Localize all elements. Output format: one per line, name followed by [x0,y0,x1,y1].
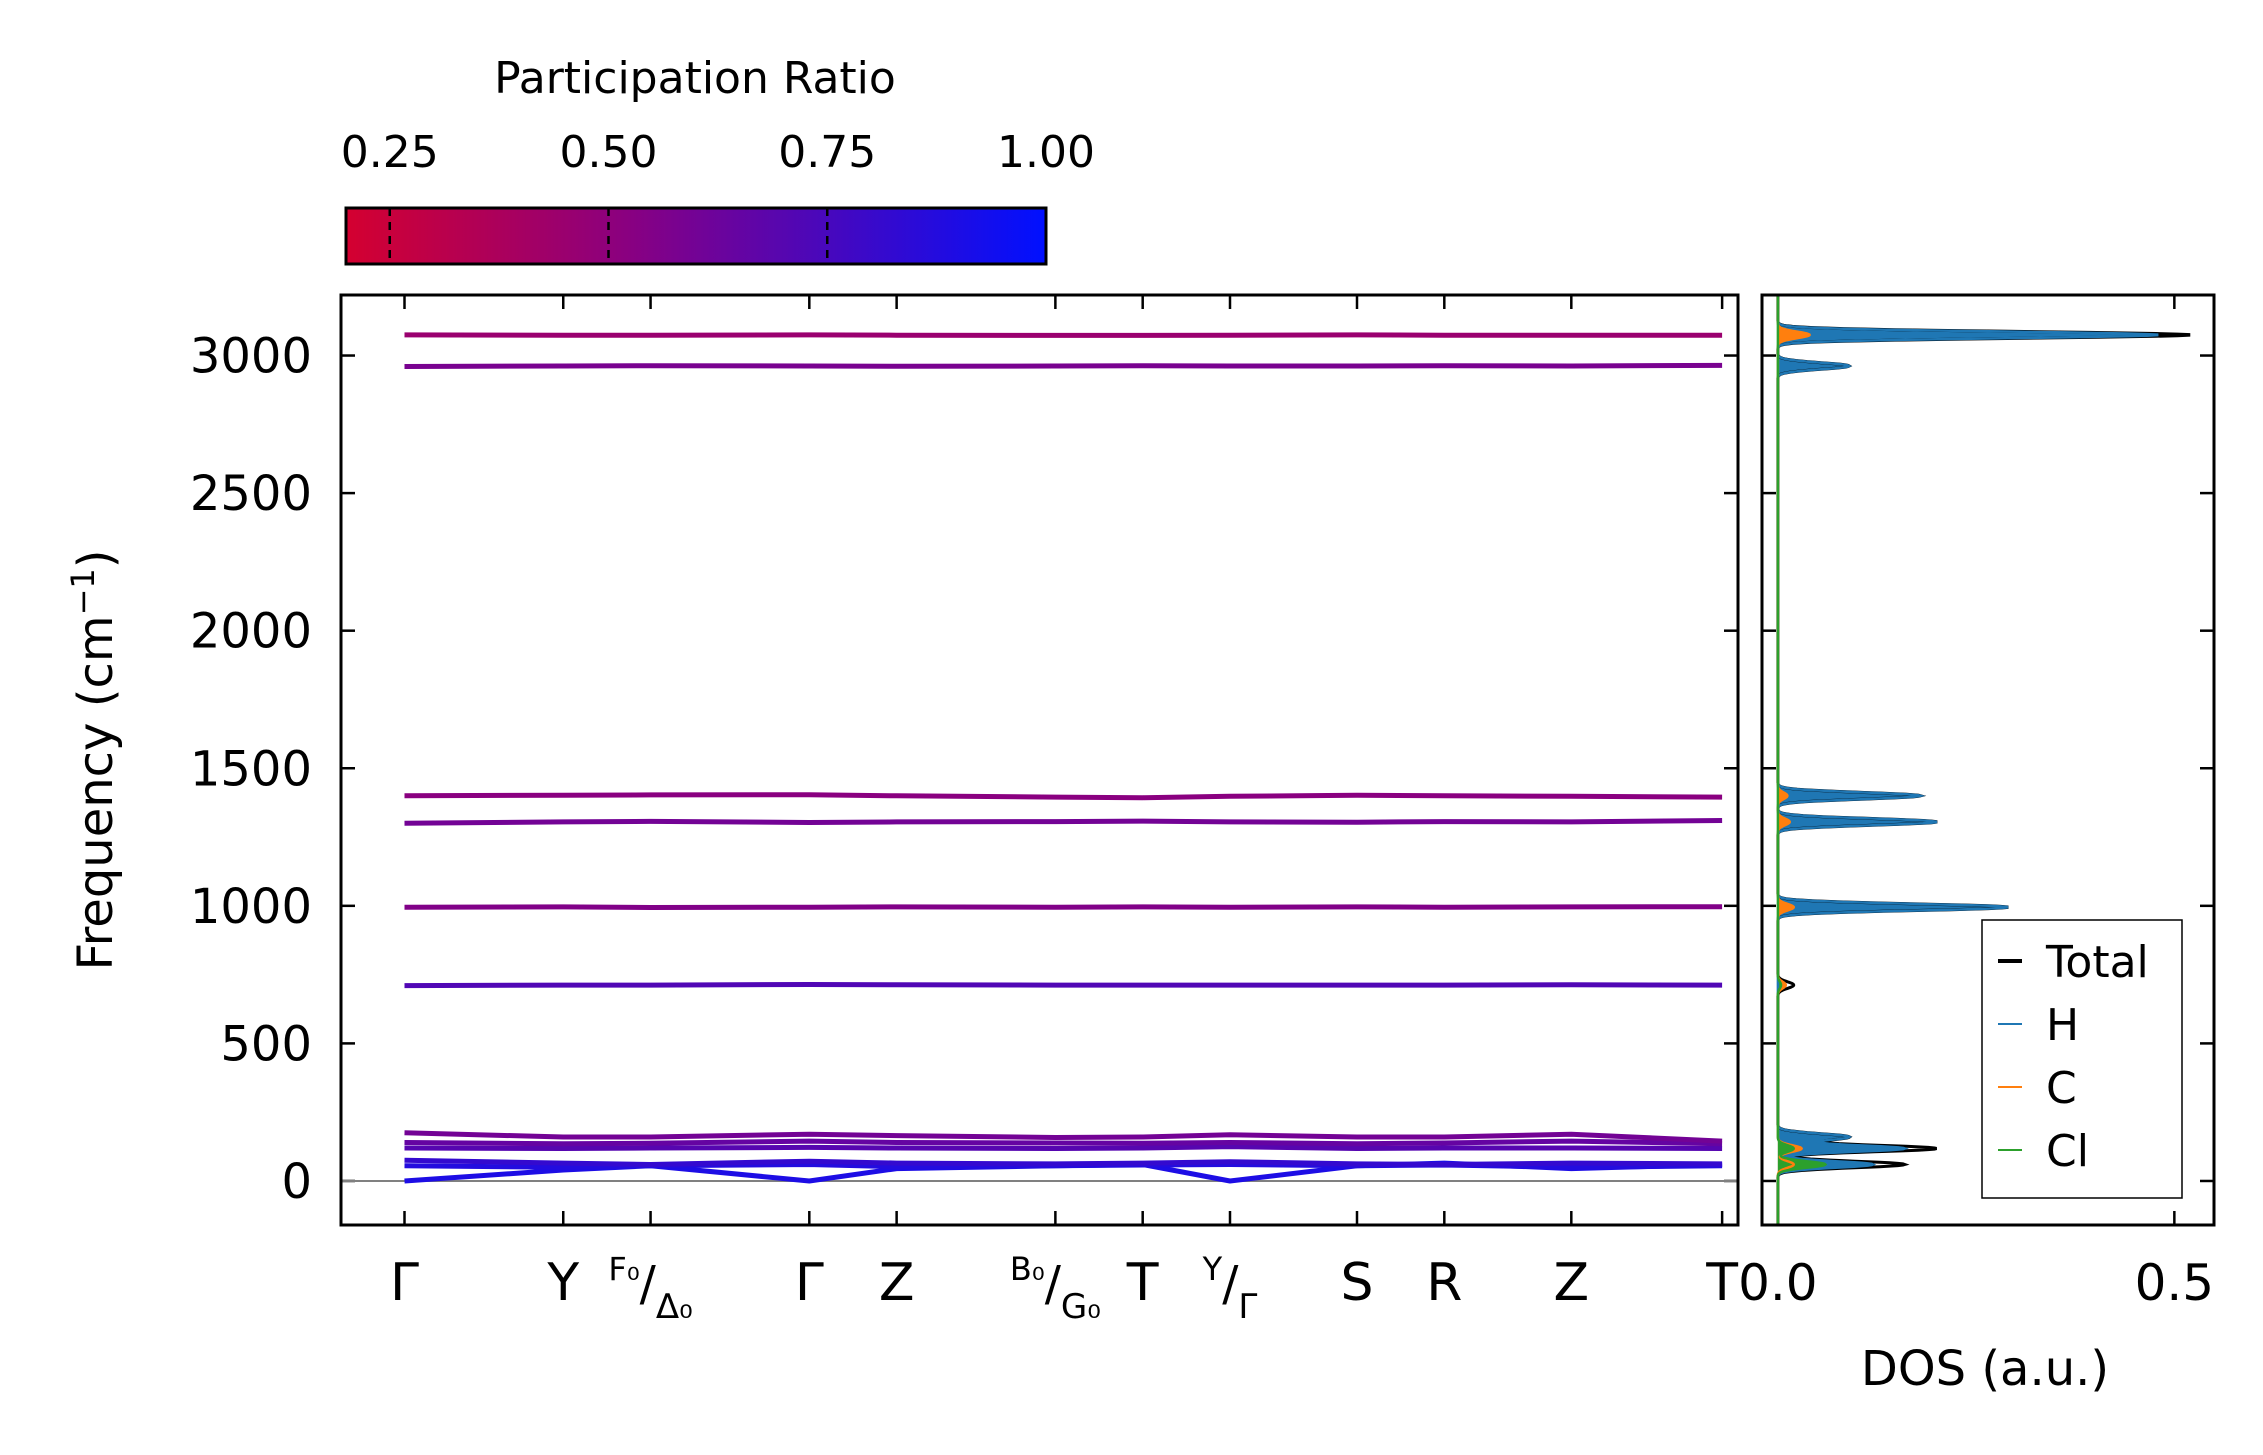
dos-line-c [1776,295,1811,1225]
band-line-band-9 [404,818,1723,826]
colorbar-ticks [388,208,1048,264]
x-tick-label-f: F₀/Δ₀ [608,1250,692,1327]
dos-x-tick-label: 0.5 [2135,1254,2215,1312]
band-line-band-12 [404,332,1723,338]
legend-label-c: C [2046,1063,2077,1114]
x-tick-label-t: T [1126,1253,1159,1313]
dos-curves [1776,295,2191,1225]
dos-x-tick-label: 0.0 [1738,1254,1818,1312]
band-line-band-10 [404,792,1723,801]
x-tick-label-t: T [1705,1253,1738,1313]
legend: Total H C Cl [1981,919,2183,1199]
x-tick-label-item: Γ [390,1253,419,1313]
legend-label-h: H [2046,1000,2079,1051]
x-tick-label-item: Γ [795,1253,824,1313]
y-axis-label: Frequency (cm−1) [64,549,124,970]
x-tick-label-z: Z [879,1253,915,1313]
colorbar-title: Participation Ratio [494,53,896,104]
y-axis-ticks: 0 500 1000 1500 2000 2500 3000 [190,329,1738,1210]
band-line-band-7 [404,982,1723,989]
dos-fill-c [1777,295,1810,1225]
legend-entry-cl: Cl [1998,1126,2089,1177]
x-tick-label-r: R [1426,1253,1462,1313]
x-tick-label-y: Y/Γ [1202,1250,1258,1327]
band-line-band-4 [404,1144,1723,1151]
legend-label-cl: Cl [2046,1126,2089,1177]
dos-panel: 0.0 0.5 DOS (a.u.) Total H C Cl [1738,293,2216,1397]
colorbar-tick-label: 0.50 [560,127,658,178]
y-tick-label: 1000 [190,879,312,935]
x-tick-label-s: S [1340,1253,1373,1313]
band-plot-frame [339,293,1740,1227]
colorbar-gradient [344,206,1048,266]
y-tick-label: 2500 [190,466,312,522]
x-axis-ticks: Γ Y F₀/Δ₀ Γ Z B₀/G₀ T Y/Γ S R Z T [390,295,1738,1327]
dos-fill-cl [1777,295,1826,1225]
dos-line-cl [1776,295,1828,1225]
y-tick-label: 0 [281,1154,312,1210]
y-tick-label: 3000 [190,329,312,385]
legend-entry-c: C [1998,1063,2077,1114]
legend-label-total: Total [2045,937,2149,988]
dos-plot-frame [1760,293,2216,1227]
legend-frame [1981,919,2183,1199]
y-tick-label: 2000 [190,604,312,660]
phonon-bands [404,332,1723,1184]
x-tick-label-y: Y [546,1253,579,1313]
dos-x-axis-label: DOS (a.u.) [1861,1341,2109,1397]
y-tick-label: 1500 [190,741,312,797]
band-line-band-11 [404,362,1723,369]
colorbar-tick-label: 0.25 [341,127,439,178]
colorbar-tick-label: 0.75 [778,127,876,178]
band-line-band-6 [404,1130,1723,1144]
band-line-band-8 [404,904,1723,910]
legend-entry-total: Total [1998,937,2149,988]
legend-entry-h: H [1998,1000,2079,1051]
band-structure-panel: Frequency (cm−1) 0 500 1000 1500 2000 2500 300… [64,293,1740,1327]
x-tick-label-z: Z [1554,1253,1590,1313]
x-tick-label-b-g: B₀/G₀ [1010,1250,1101,1327]
colorbar-tick-labels: 0.25 0.50 0.75 1.00 [341,127,1095,178]
colorbar: Participation Ratio 0.25 0.50 0.75 1.00 [341,53,1095,266]
band-line-band-3 [404,1157,1723,1167]
colorbar-tick-label: 1.00 [997,127,1095,178]
band-line-band-5 [404,1138,1723,1147]
y-tick-label: 500 [220,1016,312,1072]
